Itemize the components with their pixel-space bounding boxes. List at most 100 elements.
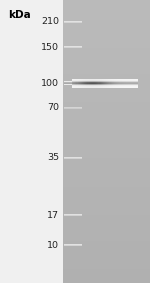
Bar: [63, 190, 150, 192]
Text: 35: 35: [47, 153, 59, 162]
Bar: [63, 85, 150, 88]
Bar: [63, 204, 150, 207]
Bar: [63, 275, 150, 277]
Bar: [63, 147, 150, 150]
Bar: [63, 127, 150, 130]
Bar: [63, 175, 150, 178]
Bar: [63, 150, 150, 153]
Bar: [63, 133, 150, 136]
Bar: [63, 108, 150, 110]
Bar: [63, 277, 150, 280]
Bar: [63, 17, 150, 20]
Bar: [63, 57, 150, 59]
Bar: [63, 28, 150, 31]
Bar: [63, 3, 150, 6]
Bar: [63, 187, 150, 190]
Bar: [63, 45, 150, 48]
Bar: [63, 215, 150, 218]
Text: 100: 100: [41, 78, 59, 87]
Bar: [63, 280, 150, 283]
Bar: [63, 74, 150, 76]
Bar: [63, 40, 150, 42]
Text: kDa: kDa: [8, 10, 31, 20]
Bar: [63, 23, 150, 25]
Bar: [63, 173, 150, 175]
Bar: [63, 153, 150, 156]
Bar: [63, 25, 150, 28]
Bar: [63, 209, 150, 212]
Bar: [63, 122, 150, 125]
Text: 210: 210: [41, 18, 59, 27]
Bar: [63, 249, 150, 252]
Bar: [63, 62, 150, 65]
Bar: [63, 207, 150, 209]
Bar: [63, 71, 150, 74]
Bar: [63, 76, 150, 79]
Bar: [63, 105, 150, 108]
Bar: [63, 156, 150, 158]
Bar: [0, 0, 63, 283]
Bar: [63, 212, 150, 215]
Bar: [63, 34, 150, 37]
Bar: [63, 91, 150, 93]
Bar: [63, 170, 150, 173]
Bar: [63, 226, 150, 229]
Text: 70: 70: [47, 104, 59, 113]
Bar: [63, 221, 150, 224]
Bar: [63, 20, 150, 23]
Bar: [63, 241, 150, 243]
Bar: [63, 192, 150, 195]
Bar: [63, 88, 150, 91]
Text: 150: 150: [41, 42, 59, 52]
Bar: [63, 48, 150, 51]
Bar: [63, 54, 150, 57]
Bar: [63, 79, 150, 82]
Bar: [63, 37, 150, 40]
Bar: [63, 68, 150, 71]
Bar: [63, 184, 150, 187]
Bar: [63, 125, 150, 127]
Bar: [63, 246, 150, 249]
Bar: [63, 232, 150, 235]
Bar: [63, 229, 150, 232]
Bar: [63, 255, 150, 258]
Bar: [63, 65, 150, 68]
Bar: [63, 130, 150, 133]
Bar: [63, 142, 150, 144]
Bar: [63, 164, 150, 167]
Bar: [63, 198, 150, 201]
Bar: [63, 178, 150, 181]
Bar: [63, 119, 150, 122]
Bar: [63, 243, 150, 246]
Bar: [63, 113, 150, 116]
Bar: [63, 14, 150, 17]
Bar: [63, 161, 150, 164]
Bar: [63, 139, 150, 142]
Bar: [63, 116, 150, 119]
Bar: [63, 8, 150, 11]
Bar: [63, 6, 150, 8]
Bar: [63, 167, 150, 170]
Bar: [63, 99, 150, 102]
Bar: [63, 195, 150, 198]
Bar: [63, 0, 150, 3]
Bar: [63, 258, 150, 260]
Text: 10: 10: [47, 241, 59, 250]
Bar: [63, 51, 150, 54]
Bar: [63, 238, 150, 241]
Bar: [63, 218, 150, 221]
Bar: [63, 266, 150, 269]
Bar: [63, 201, 150, 204]
Bar: [63, 269, 150, 272]
Text: 17: 17: [47, 211, 59, 220]
Bar: [63, 235, 150, 238]
Bar: [63, 42, 150, 45]
Bar: [63, 144, 150, 147]
Bar: [63, 93, 150, 96]
Bar: [63, 110, 150, 113]
Bar: [63, 263, 150, 266]
Bar: [63, 252, 150, 255]
Bar: [63, 82, 150, 85]
Bar: [63, 11, 150, 14]
Bar: [63, 158, 150, 161]
